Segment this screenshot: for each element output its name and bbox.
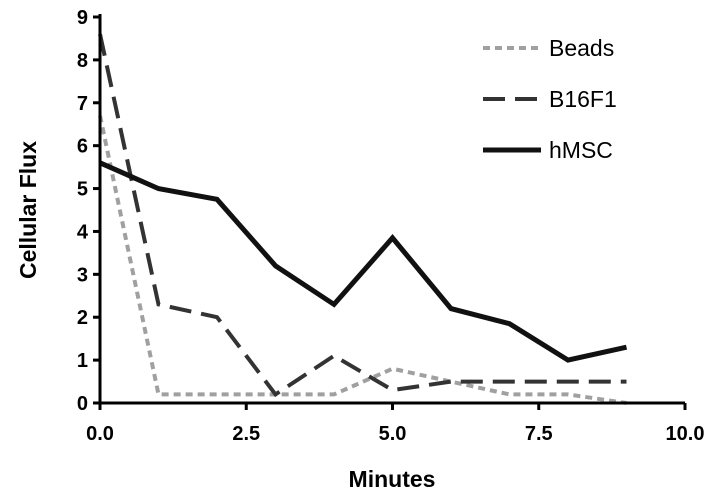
x-tick-label-1: 2.5 [232,423,260,445]
x-tick-label-0: 0.0 [86,423,114,445]
x-tick-label-4: 10.0 [666,423,705,445]
y-tick-label-7: 7 [77,93,88,115]
y-tick-label-4: 4 [77,221,89,243]
y-tick-label-5: 5 [77,179,88,201]
y-tick-label-6: 6 [77,136,88,158]
legend: Beads B16F1 hMSC [483,35,617,163]
y-tick-label-3: 3 [77,264,88,286]
y-tick-label-8: 8 [77,50,88,72]
legend-label-b16f1: B16F1 [549,86,617,112]
y-tick-label-9: 9 [77,7,88,29]
y-tick-label-2: 2 [77,307,88,329]
x-tick-label-3: 7.5 [525,423,553,445]
x-tick-label-2: 5.0 [379,423,407,445]
ticks [93,15,687,410]
plot-lines [98,33,628,405]
y-tick-label-0: 0 [77,393,88,415]
series-line-beads [98,115,627,405]
series-line-b16f1 [98,33,627,398]
y-tick-label-1: 1 [77,350,88,372]
tick-labels: 0 1 2 3 4 5 6 7 8 9 0.0 2.5 5.0 7.5 10.0 [77,7,705,445]
y-axis-title: Cellular Flux [15,141,41,279]
x-axis-title: Minutes [349,466,436,492]
legend-label-hmsc: hMSC [549,137,613,163]
axes [98,14,685,405]
legend-label-beads: Beads [549,35,614,61]
series-line-hmsc [98,160,628,363]
